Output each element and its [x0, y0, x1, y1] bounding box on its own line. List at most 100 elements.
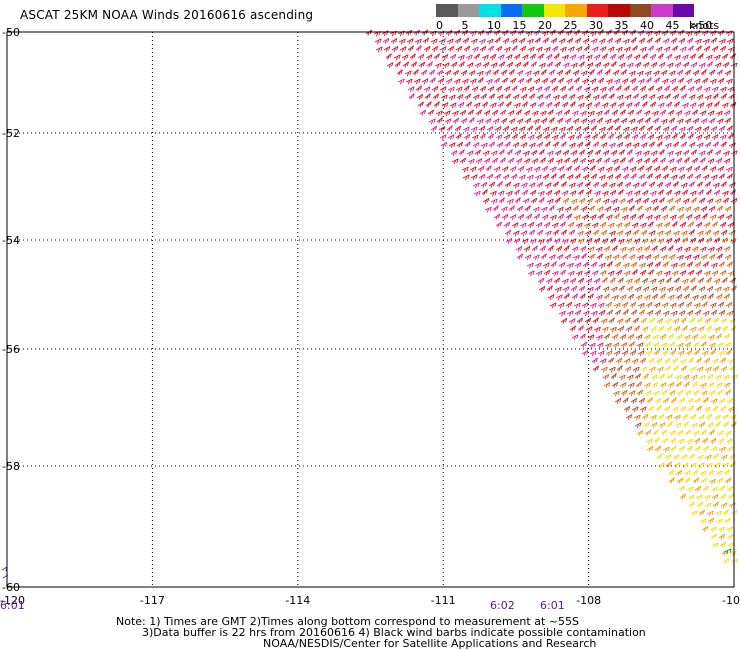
wind-barb [506, 198, 514, 205]
wind-barb [681, 54, 689, 61]
wind-barb [688, 94, 696, 101]
wind-barb [515, 157, 523, 164]
wind-barb [554, 197, 561, 204]
wind-barb [551, 270, 559, 277]
wind-barb [710, 533, 717, 540]
wind-barb [699, 294, 707, 301]
wind-barb [614, 261, 622, 268]
wind-barb [524, 70, 532, 77]
wind-barb [575, 270, 583, 277]
wind-barb [454, 125, 462, 132]
wind-barb [396, 69, 403, 76]
wind-barb [654, 173, 662, 180]
wind-barb [672, 93, 680, 100]
wind-barb [729, 189, 736, 196]
wind-barb [482, 197, 490, 204]
wind-barb [450, 61, 458, 68]
wind-barb [708, 478, 716, 485]
wind-barb [643, 334, 651, 341]
wind-barb [720, 93, 727, 100]
wind-barb [501, 77, 509, 84]
wind-barb [691, 157, 699, 164]
wind-barb [638, 173, 646, 180]
wind-barb [504, 141, 511, 148]
wind-barb [652, 70, 660, 77]
wind-barb [588, 205, 595, 212]
wind-barb [566, 125, 574, 132]
wind-barb [631, 406, 639, 413]
wind-barb [509, 29, 517, 36]
wind-barb [478, 38, 486, 45]
wind-barb [600, 93, 608, 100]
wind-barb [656, 230, 664, 237]
wind-barb [712, 93, 719, 100]
wind-barb [492, 205, 499, 212]
wind-barb [647, 221, 654, 228]
wind-barb [605, 78, 613, 85]
wind-barb [683, 470, 691, 477]
wind-barb [593, 278, 601, 284]
wind-barb [461, 78, 469, 85]
wind-barb [590, 38, 598, 45]
wind-barb [486, 173, 494, 180]
wind-barb [673, 414, 681, 421]
wind-barb [635, 334, 643, 341]
wind-barb [678, 445, 686, 452]
wind-barb [632, 142, 640, 149]
wind-barb [413, 78, 421, 85]
wind-barb [644, 390, 652, 397]
wind-barb [658, 61, 666, 68]
wind-barb [553, 189, 561, 196]
legend-swatch [629, 4, 651, 17]
wind-barb [471, 46, 479, 53]
wind-barb [502, 38, 510, 44]
wind-barb [641, 413, 649, 420]
wind-barb [653, 437, 660, 444]
wind-barb [609, 189, 617, 196]
wind-barb [711, 45, 719, 52]
wind-barb [459, 157, 467, 164]
wind-barb [624, 366, 632, 373]
wind-barb [483, 110, 491, 116]
wind-barb [658, 373, 666, 380]
wind-barb [511, 133, 519, 140]
wind-barb [448, 142, 456, 149]
wind-barb [586, 62, 594, 69]
wind-barb [520, 93, 528, 100]
wind-barb [647, 358, 655, 365]
wind-barb [549, 77, 557, 84]
wind-barb [700, 429, 707, 436]
wind-barb [525, 166, 533, 173]
wind-barb [649, 414, 657, 421]
legend-swatch [543, 4, 565, 17]
wind-barb [567, 46, 575, 53]
wind-barb [639, 85, 647, 92]
wind-barb [374, 38, 382, 45]
wind-barb [726, 534, 734, 541]
wind-barb [601, 53, 608, 60]
wind-barb [729, 101, 737, 108]
wind-barb [661, 437, 669, 444]
wind-barb [564, 253, 572, 260]
wind-barb [626, 374, 634, 381]
wind-barb [727, 406, 735, 413]
wind-barb [575, 133, 583, 140]
wind-barb [536, 229, 544, 236]
wind-barb [693, 302, 701, 309]
wind-barb [646, 173, 653, 180]
wind-barb [629, 301, 637, 308]
wind-barb [582, 174, 590, 181]
wind-barb [405, 29, 413, 36]
wind-barb [585, 278, 593, 284]
wind-barb [647, 405, 655, 412]
wind-barb [658, 197, 665, 204]
wind-barb [656, 318, 664, 325]
wind-barb [503, 46, 511, 53]
wind-barb [647, 85, 655, 92]
wind-barb [727, 133, 734, 140]
wind-barb [509, 166, 517, 173]
wind-barb [577, 277, 585, 284]
wind-barb [574, 262, 582, 269]
wind-barb [623, 221, 631, 228]
wind-barb [703, 222, 711, 228]
